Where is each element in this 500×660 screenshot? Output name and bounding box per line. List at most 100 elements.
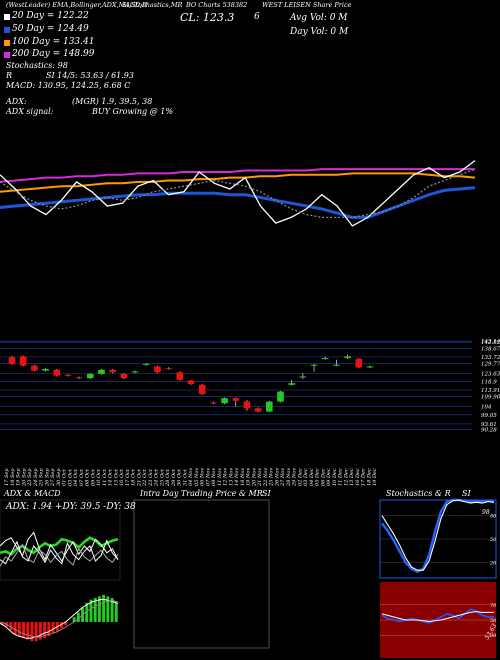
price-tick-label: 109.96	[481, 395, 500, 401]
date-tick-label: 30 Sep	[56, 468, 62, 486]
macd-histogram-bar	[60, 622, 63, 629]
adx-value: (MGR) 1.9, 39.5, 38	[72, 97, 153, 106]
macd-histogram-bar	[72, 617, 76, 622]
rsi-prefix: R	[6, 71, 13, 80]
date-tick-label: 05 Nov	[194, 468, 200, 486]
date-tick-label: 03 Dec	[303, 468, 309, 486]
macd-histogram-bar	[64, 622, 68, 626]
stoch-d-line	[381, 499, 495, 571]
date-tick-label: 09 Oct	[90, 468, 96, 486]
candle-body	[299, 376, 307, 378]
macd-histogram-bar	[51, 622, 55, 634]
stochastics-value: Stochastics: 98	[6, 61, 68, 70]
date-tick-label: 11 Nov	[217, 468, 223, 486]
legend-swatch-50	[4, 27, 10, 33]
date-tick-label: 30 Oct	[177, 468, 183, 486]
macd-histogram-bar	[97, 596, 101, 622]
date-tick-label: 07 Nov	[205, 468, 211, 486]
price-tick-label: 99.05	[481, 413, 497, 419]
plus-di-line	[0, 536, 119, 556]
legend-swatch-100	[4, 40, 10, 46]
rsi-tick-label: 30	[490, 633, 497, 639]
date-tick-label: 04 Dec	[309, 468, 315, 486]
candle-body	[75, 377, 83, 379]
date-tick-label: 29 Oct	[171, 468, 177, 487]
price-tick-label: 143.14	[481, 339, 500, 345]
candle-body	[131, 371, 139, 373]
adx-panel-label: ADX: 1.94 +DY: 39.5 -DY: 38	[6, 502, 136, 512]
adx-label: ADX:	[6, 97, 27, 106]
date-tick-label: 01 Oct	[62, 468, 68, 486]
date-tick-label: 25 Oct	[159, 468, 165, 487]
date-tick-label: 02 Dec	[297, 468, 303, 486]
candle-body	[288, 383, 295, 385]
macd-histogram-bar	[9, 622, 13, 630]
date-tick-label: 28 Nov	[286, 468, 292, 487]
di-aux-line	[0, 539, 119, 565]
date-tick-label: 18 Nov	[240, 468, 246, 486]
candle-body	[19, 356, 27, 366]
date-tick-label: 26 Nov	[274, 468, 280, 487]
date-tick-label: 12 Nov	[223, 468, 229, 486]
date-tick-label: 23 Oct	[148, 468, 154, 487]
macd-histogram-bar	[13, 622, 17, 635]
legend-ema-100: 100 Day = 133.41	[12, 37, 95, 47]
macd-histogram-bar	[76, 612, 80, 622]
price-tick-label: 138.67	[481, 347, 500, 353]
rsi-value: SI 14/5: 53.63 / 61.93	[46, 71, 134, 80]
macd-histogram-bar	[114, 602, 118, 622]
date-tick-label: 21 Oct	[136, 468, 142, 487]
stoch-tick-label: 80	[490, 514, 497, 520]
macd-line	[0, 599, 119, 639]
candle-body	[176, 372, 184, 380]
date-tick-label: 08 Nov	[211, 468, 217, 486]
macd-histogram-bar	[102, 594, 106, 622]
header-chart-id: BO Charts 538382	[186, 1, 248, 9]
date-tick-label: 09 Dec	[326, 468, 332, 486]
date-tick-label: 21 Nov	[257, 468, 263, 487]
adx-macd-panel	[0, 499, 121, 660]
candle-body	[187, 380, 195, 384]
stoch-rsi-title-2: SI	[462, 489, 471, 498]
date-tick-label: 10 Dec	[332, 468, 338, 486]
price-tick-label: 90.28	[481, 428, 497, 434]
date-tick-label: 15 Oct	[113, 468, 119, 486]
date-tick-label: 17 Sep	[4, 468, 10, 486]
stoch-tick-label: 50	[490, 537, 497, 543]
date-tick-label: 18 Dec	[366, 468, 372, 486]
intraday-title-2: SI	[262, 489, 271, 498]
macd-histogram-bar	[22, 622, 26, 638]
macd-histogram-bar	[85, 602, 89, 622]
candle-body	[366, 366, 374, 368]
header-title-mid: SI,Stochastics,MR	[122, 1, 183, 9]
macd-histogram-bar	[1, 622, 4, 626]
stoch-k-line	[381, 498, 495, 574]
candle-body	[98, 369, 105, 374]
header-share-name: WEST LEISEN Share Price	[262, 1, 352, 9]
date-tick-label: 11 Dec	[338, 468, 344, 486]
stoch-rsi-title: Stochastics & R	[386, 489, 451, 498]
date-tick-label: 16 Dec	[355, 468, 361, 486]
macd-histogram-bar	[43, 622, 47, 638]
candle-body	[333, 364, 340, 366]
price-tick-label: 133.72	[481, 355, 500, 361]
date-tick-label: 19 Nov	[246, 468, 252, 486]
stoch-tick-label: 20	[489, 560, 497, 566]
macd-histogram-bar	[47, 622, 51, 637]
candle-body	[53, 369, 61, 376]
date-tick-label: 25 Nov	[269, 468, 275, 487]
candle-body	[321, 358, 329, 360]
bollinger-line	[0, 168, 476, 219]
date-tick-label: 27 Sep	[50, 468, 56, 487]
candle-body	[198, 384, 206, 395]
intraday-panel	[133, 499, 270, 649]
price-tick-label: 123.63	[481, 372, 500, 378]
candle-body	[109, 369, 116, 373]
candle-body	[120, 373, 128, 379]
intraday-title: Intra Day Trading Price & MR	[140, 489, 263, 498]
candle-body	[64, 374, 72, 376]
macd-value: MACD: 130.95, 124.25, 6.68 C	[6, 81, 131, 90]
date-tick-label: 27 Nov	[280, 468, 286, 487]
ema-100-line	[0, 172, 476, 193]
